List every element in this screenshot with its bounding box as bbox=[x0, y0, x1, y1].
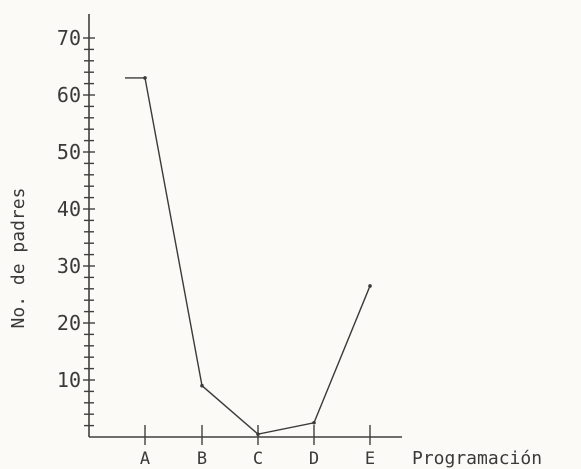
y-axis-label: No. de padres bbox=[8, 188, 29, 329]
data-point bbox=[312, 420, 316, 425]
data-point bbox=[200, 383, 204, 388]
y-tick-label: 20 bbox=[57, 311, 81, 335]
data-point bbox=[368, 284, 372, 288]
x-axis-label: Programación bbox=[412, 448, 542, 469]
series-layer bbox=[125, 76, 372, 436]
y-tick-label: 10 bbox=[57, 368, 81, 392]
axis-ticks bbox=[83, 37, 371, 445]
tick-labels: 10 20 30 40 50 60 70 A B C D E bbox=[57, 26, 375, 469]
x-tick-label: C bbox=[253, 449, 263, 469]
series-line bbox=[125, 77, 371, 435]
y-tick-label: 60 bbox=[57, 83, 81, 107]
y-tick-label: 30 bbox=[57, 254, 81, 278]
x-tick-label: B bbox=[197, 449, 207, 469]
y-tick-label: 50 bbox=[57, 140, 81, 164]
data-point bbox=[256, 432, 260, 436]
y-tick-label: 40 bbox=[57, 197, 81, 221]
x-tick-label: D bbox=[309, 449, 319, 469]
x-tick-label: A bbox=[140, 449, 150, 469]
y-tick-label: 70 bbox=[57, 26, 81, 50]
data-point bbox=[143, 76, 147, 80]
axes bbox=[88, 14, 402, 438]
x-tick-label: E bbox=[365, 449, 375, 469]
